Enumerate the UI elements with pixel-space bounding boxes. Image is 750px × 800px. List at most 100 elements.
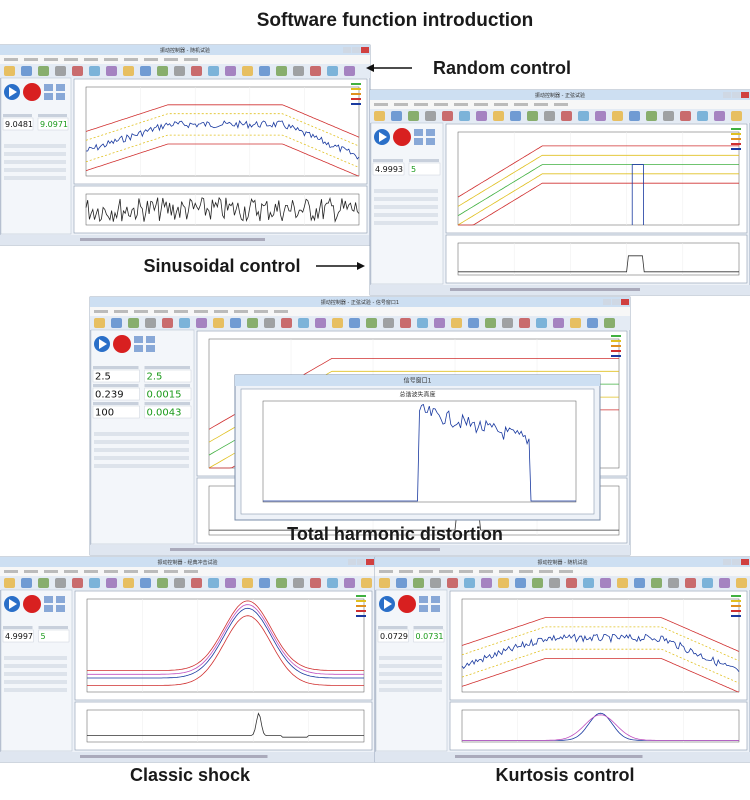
tool-icon[interactable] [536, 318, 547, 328]
menu-item[interactable] [419, 570, 433, 573]
tool-icon[interactable] [361, 578, 372, 588]
stop-button[interactable] [23, 83, 41, 101]
menu-item[interactable] [164, 58, 178, 61]
menu-item[interactable] [84, 570, 98, 573]
menu-item[interactable] [394, 103, 408, 106]
tool-icon[interactable] [515, 578, 526, 588]
window-button[interactable] [361, 47, 369, 53]
tool-icon[interactable] [685, 578, 696, 588]
tool-icon[interactable] [259, 578, 270, 588]
tool-icon[interactable] [383, 318, 394, 328]
stop-button[interactable] [23, 595, 41, 613]
menu-item[interactable] [104, 570, 118, 573]
menu-item[interactable] [539, 570, 553, 573]
tool-icon[interactable] [651, 578, 662, 588]
menu-item[interactable] [459, 570, 473, 573]
tool-icon[interactable] [434, 318, 445, 328]
window-button[interactable] [723, 92, 731, 98]
tool-icon[interactable] [587, 318, 598, 328]
tool-icon[interactable] [396, 578, 407, 588]
tool-icon[interactable] [570, 318, 581, 328]
window-button[interactable] [741, 92, 749, 98]
tool-icon[interactable] [111, 318, 122, 328]
menu-item[interactable] [254, 310, 268, 313]
menu-item[interactable] [499, 570, 513, 573]
tool-icon[interactable] [468, 318, 479, 328]
tool-icon[interactable] [196, 318, 207, 328]
tool-icon[interactable] [481, 578, 492, 588]
window-button[interactable] [732, 559, 740, 565]
tool-icon[interactable] [174, 66, 185, 76]
tool-icon[interactable] [89, 578, 100, 588]
tool-icon[interactable] [400, 318, 411, 328]
tool-icon[interactable] [425, 111, 436, 121]
menu-item[interactable] [494, 103, 508, 106]
window-button[interactable] [612, 299, 620, 305]
tool-icon[interactable] [366, 318, 377, 328]
tool-icon[interactable] [566, 578, 577, 588]
menu-item[interactable] [154, 310, 168, 313]
tool-icon[interactable] [157, 578, 168, 588]
menu-item[interactable] [379, 570, 393, 573]
tool-icon[interactable] [527, 111, 538, 121]
tool-icon[interactable] [264, 318, 275, 328]
menu-item[interactable] [184, 58, 198, 61]
tool-icon[interactable] [276, 578, 287, 588]
stop-button[interactable] [393, 128, 411, 146]
tool-icon[interactable] [310, 578, 321, 588]
tool-icon[interactable] [344, 578, 355, 588]
tool-icon[interactable] [140, 578, 151, 588]
menu-item[interactable] [479, 570, 493, 573]
tool-icon[interactable] [714, 111, 725, 121]
menu-item[interactable] [44, 570, 58, 573]
menu-item[interactable] [24, 58, 38, 61]
window-button[interactable] [343, 47, 351, 53]
tool-icon[interactable] [38, 66, 49, 76]
stop-button[interactable] [113, 335, 131, 353]
menu-item[interactable] [24, 570, 38, 573]
tool-icon[interactable] [191, 66, 202, 76]
tool-icon[interactable] [225, 578, 236, 588]
tool-icon[interactable] [242, 66, 253, 76]
tool-icon[interactable] [612, 111, 623, 121]
tool-icon[interactable] [344, 66, 355, 76]
tool-icon[interactable] [293, 66, 304, 76]
tool-icon[interactable] [174, 578, 185, 588]
tool-icon[interactable] [629, 111, 640, 121]
tool-icon[interactable] [459, 111, 470, 121]
tool-icon[interactable] [162, 318, 173, 328]
menu-item[interactable] [104, 58, 118, 61]
tool-icon[interactable] [561, 111, 572, 121]
tool-icon[interactable] [208, 578, 219, 588]
menu-item[interactable] [124, 58, 138, 61]
window-button[interactable] [352, 47, 360, 53]
tool-icon[interactable] [532, 578, 543, 588]
tool-icon[interactable] [327, 66, 338, 76]
menu-item[interactable] [234, 310, 248, 313]
menu-item[interactable] [519, 570, 533, 573]
tool-icon[interactable] [493, 111, 504, 121]
tool-icon[interactable] [600, 578, 611, 588]
menu-item[interactable] [64, 570, 78, 573]
tool-icon[interactable] [510, 111, 521, 121]
tool-icon[interactable] [191, 578, 202, 588]
tool-icon[interactable] [157, 66, 168, 76]
tool-icon[interactable] [349, 318, 360, 328]
window-button[interactable] [603, 299, 611, 305]
menu-item[interactable] [114, 310, 128, 313]
tool-icon[interactable] [310, 66, 321, 76]
tool-icon[interactable] [430, 578, 441, 588]
tool-icon[interactable] [476, 111, 487, 121]
window-button[interactable] [621, 299, 629, 305]
tool-icon[interactable] [379, 578, 390, 588]
menu-item[interactable] [4, 570, 18, 573]
tool-icon[interactable] [736, 578, 747, 588]
tool-icon[interactable] [485, 318, 496, 328]
menu-item[interactable] [84, 58, 98, 61]
tool-icon[interactable] [208, 66, 219, 76]
tool-icon[interactable] [4, 66, 15, 76]
menu-item[interactable] [164, 570, 178, 573]
tool-icon[interactable] [230, 318, 241, 328]
tool-icon[interactable] [38, 578, 49, 588]
window-button[interactable] [732, 92, 740, 98]
